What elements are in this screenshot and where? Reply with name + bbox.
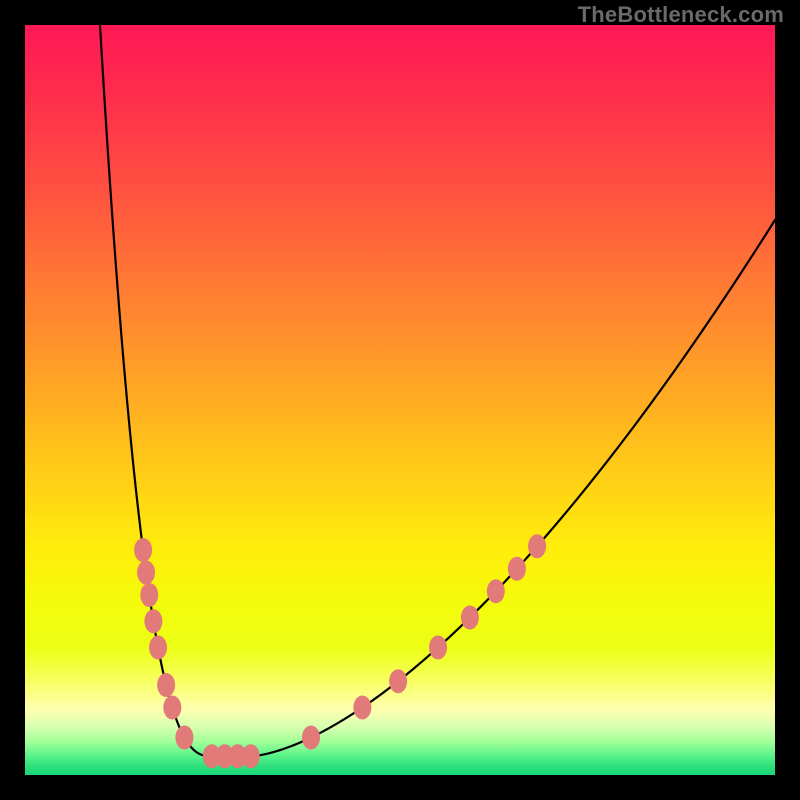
curve-marker — [353, 696, 371, 720]
curve-marker — [429, 636, 447, 660]
plot-area — [25, 25, 775, 775]
curve-marker — [487, 579, 505, 603]
curve-marker — [508, 557, 526, 581]
curve-marker — [134, 538, 152, 562]
chart-frame: TheBottleneck.com — [0, 0, 800, 800]
curve-marker — [149, 636, 167, 660]
curve-marker — [163, 696, 181, 720]
curve-marker — [242, 744, 260, 768]
curve-marker — [144, 609, 162, 633]
curve-marker — [302, 726, 320, 750]
watermark-text: TheBottleneck.com — [578, 2, 784, 28]
bottleneck-curve-chart — [25, 25, 775, 775]
curve-marker — [175, 726, 193, 750]
curve-marker — [528, 534, 546, 558]
gradient-background — [25, 25, 775, 775]
curve-marker — [389, 669, 407, 693]
curve-marker — [157, 673, 175, 697]
curve-marker — [140, 583, 158, 607]
curve-marker — [137, 561, 155, 585]
curve-marker — [461, 606, 479, 630]
